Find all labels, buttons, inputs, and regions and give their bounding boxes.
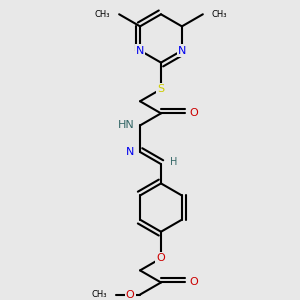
Text: O: O <box>157 253 165 263</box>
Text: H: H <box>170 157 177 167</box>
Text: N: N <box>126 147 135 157</box>
Text: CH₃: CH₃ <box>92 290 107 299</box>
Text: O: O <box>126 290 135 300</box>
Text: CH₃: CH₃ <box>95 10 110 19</box>
Text: N: N <box>178 46 186 56</box>
Text: N: N <box>136 46 144 56</box>
Text: S: S <box>158 84 164 94</box>
Text: HN: HN <box>118 120 135 130</box>
Text: O: O <box>190 278 198 287</box>
Text: CH₃: CH₃ <box>212 10 227 19</box>
Text: O: O <box>190 108 198 118</box>
